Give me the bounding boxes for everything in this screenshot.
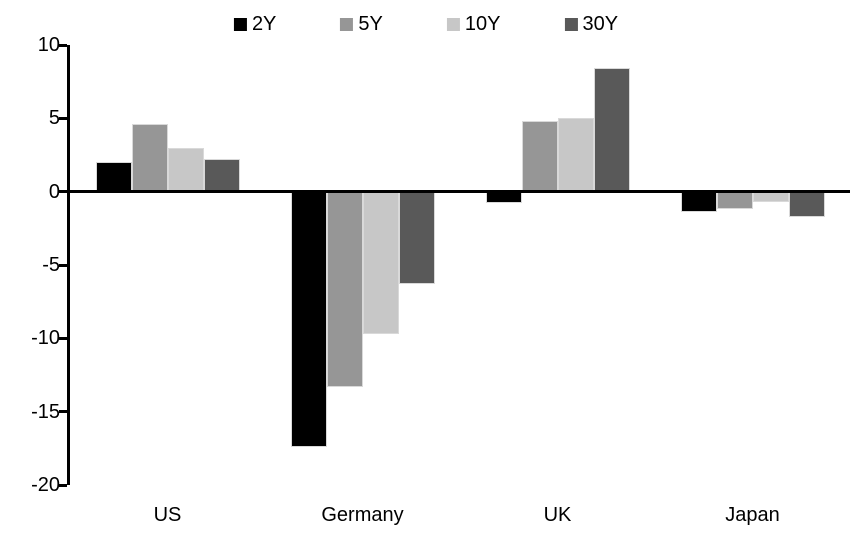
legend-label: 10Y	[464, 13, 501, 35]
y-axis-tick-label: -5	[42, 254, 60, 276]
legend-label: 2Y	[251, 13, 277, 35]
bar-uk-10y	[557, 118, 594, 192]
y-axis-tick	[59, 190, 67, 194]
x-axis-category-label: US	[153, 504, 182, 526]
y-axis-tick-label: 0	[48, 180, 60, 203]
bar-japan-5y	[716, 191, 753, 210]
bar-uk-30y	[593, 68, 630, 192]
bar-us-10y	[167, 147, 204, 192]
bar-japan-30y	[788, 191, 825, 217]
bar-japan-10y	[752, 191, 789, 202]
bar-germany-5y	[326, 191, 363, 387]
legend-item-5y: 5Y	[340, 13, 383, 36]
y-axis-tick-label: -15	[31, 400, 60, 423]
legend-swatch-icon	[340, 18, 354, 31]
y-axis-tick	[59, 116, 67, 120]
legend-swatch-icon	[446, 18, 460, 31]
y-axis-tick	[59, 336, 67, 340]
plot-area	[59, 43, 850, 487]
zero-axis-line	[70, 190, 850, 194]
x-axis-category-label: Germany	[321, 504, 404, 526]
y-axis-tick	[59, 410, 67, 414]
y-axis-tick-label: -10	[31, 327, 60, 350]
bar-us-5y	[131, 124, 168, 192]
legend-swatch-icon	[564, 18, 578, 31]
legend-item-2y: 2Y	[233, 13, 277, 36]
bar-us-2y	[95, 162, 132, 192]
bar-germany-30y	[398, 191, 435, 285]
y-axis-tick	[59, 43, 67, 47]
legend-label: 5Y	[358, 13, 383, 35]
bar-germany-10y	[362, 191, 399, 334]
y-axis-tick	[59, 263, 67, 267]
legend-item-10y: 10Y	[446, 13, 501, 36]
bar-us-30y	[203, 159, 240, 192]
bar-japan-2y	[680, 191, 717, 213]
y-axis-tick	[59, 483, 67, 487]
y-axis-tick-label: 5	[48, 107, 60, 130]
bar-uk-5y	[521, 121, 558, 192]
bar-uk-2y	[485, 191, 522, 204]
bar-germany-2y	[290, 191, 327, 447]
y-axis-tick-label: 10	[37, 34, 60, 56]
legend-item-30y: 30Y	[564, 13, 618, 36]
y-axis-line	[67, 45, 70, 485]
x-axis-category-label: Japan	[725, 504, 780, 526]
y-axis-tick-label: -20	[31, 474, 60, 496]
x-axis-category-label: UK	[543, 504, 572, 526]
legend-swatch-icon	[233, 18, 247, 31]
legend-label: 30Y	[582, 13, 619, 35]
chart-legend: 2Y 5Y 10Y 30Y	[233, 13, 618, 36]
